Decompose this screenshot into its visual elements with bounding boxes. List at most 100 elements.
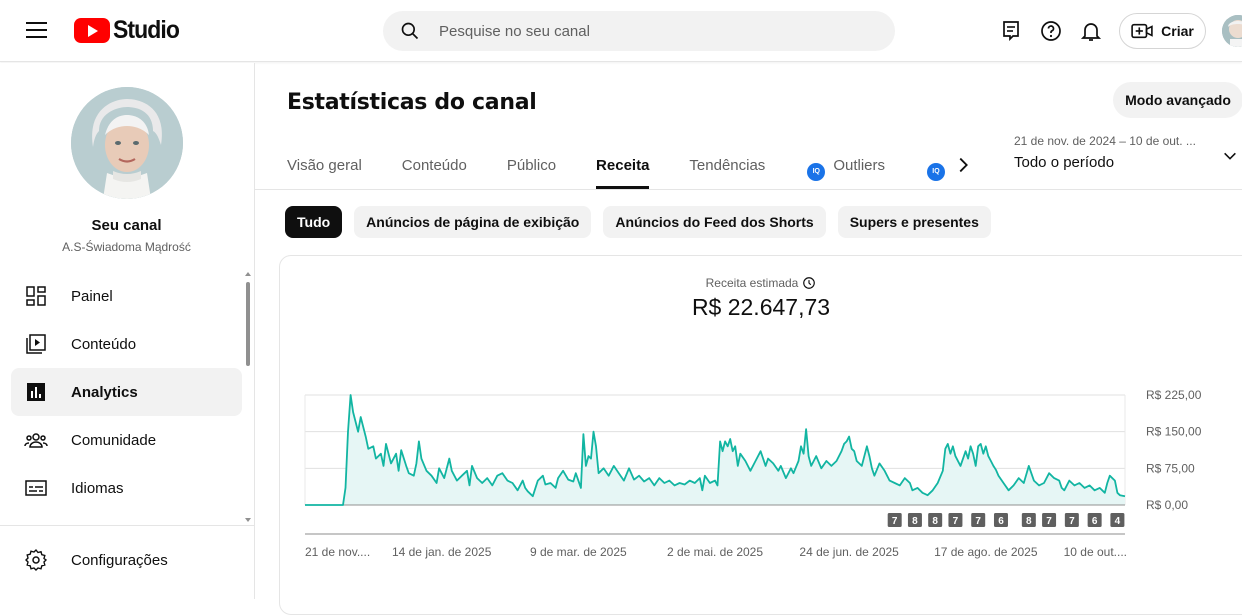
upload-marker[interactable] [907,513,922,527]
upload-marker-count: 8 [912,516,918,527]
search-input[interactable] [439,22,859,40]
notifications-bell-icon[interactable] [1079,19,1103,43]
chevron-down-icon [1224,152,1236,160]
upload-marker[interactable] [1110,513,1125,527]
revenue-series-line[interactable] [305,394,1126,506]
sidebar-item-analytics[interactable]: Analytics [11,368,242,416]
content-icon [26,334,46,354]
tab-trends[interactable]: Tendências [689,140,765,189]
sidebar-divider [0,525,254,526]
upload-marker[interactable] [993,513,1008,527]
clock-icon[interactable] [802,276,816,290]
menu-icon[interactable] [26,22,47,38]
sidebar-item-label: Analytics [71,383,138,401]
chevron-right-icon[interactable] [952,154,974,176]
date-range-picker[interactable]: 21 de nov. de 2024 – 10 de out. ... Todo… [1014,134,1242,174]
scroll-down-icon[interactable] [244,516,252,524]
tab-label: Tendências [689,157,766,174]
sidebar-item-label: Painel [71,287,113,305]
top-bar: Studio Criar [0,0,1242,62]
y-tick-label: R$ 225,00 [1146,388,1202,402]
upload-marker[interactable] [887,513,902,527]
advanced-mode-button[interactable]: Modo avançado [1113,82,1242,118]
x-tick-label: 10 de out.... [1064,545,1127,559]
tab-overview[interactable]: Visão geral [287,140,362,189]
create-button[interactable]: Criar [1119,13,1206,49]
create-video-icon [1131,23,1153,39]
sidebar-scrollbar[interactable] [244,270,252,524]
help-icon[interactable] [1039,19,1063,43]
metric-value: R$ 22.647,73 [691,294,831,320]
date-range-text: 21 de nov. de 2024 – 10 de out. ... [1014,134,1196,148]
main-content: Estatísticas do canal Modo avançado Visã… [255,63,1242,615]
revenue-filter-chips: Tudo Anúncios de página de exibição Anún… [285,206,991,238]
sidebar-item-label: Idiomas [71,479,124,497]
date-period-text: Todo o período [1014,154,1115,171]
settings-gear-icon [25,548,48,571]
scrollbar-thumb[interactable] [246,282,250,366]
settings-label: Configurações [71,551,168,569]
search-icon [401,22,419,40]
y-tick-label: R$ 75,00 [1146,461,1195,475]
sidebar-item-community[interactable]: Comunidade [11,416,242,464]
youtube-studio-logo[interactable]: Studio [74,16,185,45]
chip-supers-gifts[interactable]: Supers e presentes [837,206,991,238]
page-title: Estatísticas do canal [287,90,537,115]
sidebar-item-settings[interactable]: Configurações [11,536,242,584]
upload-marker[interactable] [1087,513,1102,527]
tab-outliers[interactable]: IQ Outliers [807,140,885,189]
channel-avatar[interactable] [71,87,183,199]
dashboard-icon [26,286,46,306]
upload-marker-count: 7 [1046,516,1052,527]
chip-watch-page-ads[interactable]: Anúncios de página de exibição [354,206,592,238]
metric-label: Receita estimada [280,276,1242,290]
upload-marker[interactable] [928,513,943,527]
y-tick-label: R$ 0,00 [1146,498,1188,512]
y-tick-label: R$ 150,00 [1146,425,1202,439]
revenue-chart[interactable]: R$ 0,00 R$ 75,00 R$ 150,00 R$ 225,00 7 8 8 7 7 6 8… [280,256,1242,614]
sidebar-nav: Painel Conteúdo Analytics Comunidade Idi… [11,272,242,512]
x-tick-label: 21 de nov.... [305,545,370,559]
feedback-icon[interactable] [999,19,1023,43]
upload-marker-count: 7 [975,516,981,527]
tab-label: Outliers [833,157,885,174]
channel-title: Seu canal [91,217,162,234]
tab-content[interactable]: Conteúdo [402,140,467,189]
upload-marker-count: 6 [998,516,1004,527]
tab-iq-extension[interactable]: IQ [927,140,953,189]
sidebar-item-subtitles[interactable]: Idiomas [11,464,242,512]
account-avatar[interactable] [1222,15,1242,47]
upload-marker[interactable] [948,513,963,527]
metric-label-text: Receita estimada [705,276,799,290]
x-tick-label: 24 de jun. de 2025 [799,545,899,559]
upload-marker[interactable] [1064,513,1079,527]
upload-marker-count: 4 [1115,516,1121,527]
upload-marker-count: 8 [932,516,938,527]
youtube-logo-icon [74,18,110,43]
chip-shorts-feed-ads[interactable]: Anúncios do Feed dos Shorts [603,206,826,238]
upload-marker[interactable] [1042,513,1057,527]
tab-revenue[interactable]: Receita [596,140,650,189]
upload-marker[interactable] [1021,513,1036,527]
tab-audience[interactable]: Público [507,140,556,189]
analytics-tabs: Visão geral Conteúdo Público Receita Ten… [287,140,953,190]
sidebar-item-label: Comunidade [71,431,157,449]
sidebar: Seu canal A.S-Świadoma Mądrość Painel Co… [0,63,255,599]
x-tick-label: 9 de mar. de 2025 [530,545,627,559]
x-tick-label: 14 de jan. de 2025 [392,545,492,559]
tab-label: Público [506,157,557,174]
tab-label: Conteúdo [401,157,467,174]
analytics-icon [27,383,45,401]
upload-marker-count: 8 [1026,516,1032,527]
chip-all[interactable]: Tudo [285,206,343,238]
scroll-up-icon[interactable] [244,270,252,278]
x-tick-label: 17 de ago. de 2025 [934,545,1038,559]
upload-marker-count: 6 [1092,516,1098,527]
upload-marker[interactable] [971,513,986,527]
sidebar-item-content[interactable]: Conteúdo [11,320,242,368]
sidebar-item-dashboard[interactable]: Painel [11,272,242,320]
channel-handle: A.S-Świadoma Mądrość [62,240,191,254]
x-tick-label: 2 de mai. de 2025 [667,545,763,559]
search-bar[interactable] [383,11,895,51]
revenue-card: Receita estimada R$ 22.647,73 R$ 0,00 R$ … [279,255,1242,615]
